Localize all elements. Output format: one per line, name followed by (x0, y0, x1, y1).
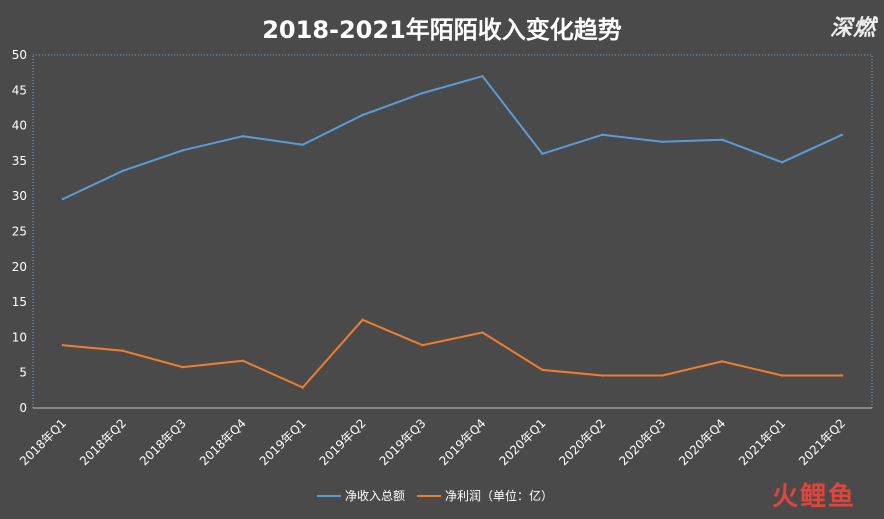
data-point (241, 134, 244, 138)
data-point (541, 152, 544, 156)
y-tick-label: 25 (12, 225, 27, 239)
x-tick-label: 2020年Q1 (496, 416, 548, 468)
chart-title: 2018-2021年陌陌收入变化趋势 (262, 16, 622, 44)
data-point (241, 359, 244, 362)
y-tick-label: 30 (12, 189, 27, 203)
watermark-logo: 深燃 (829, 16, 876, 41)
legend-label: 净利润（单位：亿） (445, 488, 553, 503)
data-point (181, 365, 185, 369)
y-tick-label: 45 (12, 83, 27, 97)
x-tick-label: 2020年Q3 (616, 416, 668, 468)
y-tick-label: 40 (12, 119, 27, 133)
data-point (181, 149, 185, 152)
data-point (720, 360, 724, 363)
y-tick-label: 50 (12, 48, 27, 62)
series-line-2 (62, 318, 842, 389)
data-point (780, 374, 784, 377)
data-point (301, 143, 304, 146)
data-point (720, 138, 724, 141)
data-point (61, 343, 65, 347)
y-tick-label: 5 (19, 366, 27, 380)
data-point (601, 133, 604, 136)
y-tick-label: 15 (12, 295, 27, 309)
x-tick-label: 2018年Q1 (17, 416, 69, 468)
data-point (121, 169, 125, 172)
y-tick-label: 20 (12, 260, 27, 274)
y-tick-label: 10 (12, 330, 27, 344)
x-tick-label: 2021年Q2 (796, 416, 848, 468)
data-point (361, 113, 364, 117)
x-tick-label: 2019年Q3 (377, 416, 429, 468)
data-point (481, 331, 484, 334)
data-point (661, 140, 664, 144)
data-point (121, 349, 125, 353)
x-tick-label: 2018年Q2 (77, 416, 129, 468)
series-line-1 (62, 75, 843, 200)
data-point (481, 74, 484, 78)
data-point (780, 161, 784, 164)
data-point (361, 318, 364, 321)
y-tick-label: 0 (19, 401, 27, 415)
data-point (840, 133, 844, 136)
x-tick-label: 2020年Q4 (676, 416, 728, 468)
data-point (840, 374, 844, 377)
data-point (661, 374, 664, 377)
brand-logo: 火鲤鱼 (771, 482, 856, 512)
x-tick-label: 2019年Q4 (437, 416, 489, 468)
data-point (421, 91, 424, 95)
x-tick-label: 2018年Q3 (137, 416, 189, 468)
data-point (301, 386, 304, 389)
data-point (421, 343, 424, 347)
x-tick-label: 2019年Q2 (317, 416, 369, 468)
data-point (601, 374, 604, 377)
legend-label: 净收入总额 (345, 489, 405, 503)
x-tick-label: 2021年Q1 (736, 416, 788, 468)
data-point (61, 197, 65, 201)
x-tick-label: 2020年Q2 (556, 416, 608, 468)
plot-area (32, 54, 873, 409)
x-tick-label: 2019年Q1 (257, 416, 309, 468)
x-tick-label: 2018年Q4 (197, 416, 249, 468)
y-tick-label: 35 (12, 154, 27, 168)
data-point (541, 368, 544, 372)
